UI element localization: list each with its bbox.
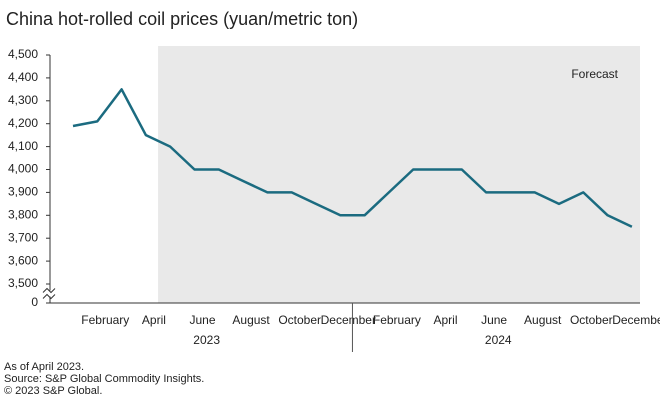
axis-break	[42, 287, 56, 294]
y-tick-label: 3,800	[8, 207, 38, 221]
y-tick-label: 4,000	[8, 162, 38, 176]
forecast-region	[158, 46, 641, 303]
series-line	[72, 88, 633, 228]
x-tick-label: April	[142, 313, 166, 327]
y-tick-label: 4,300	[8, 93, 38, 107]
axis-break-gap	[42, 290, 58, 297]
x-tick-label: June	[481, 313, 507, 327]
footnote: As of April 2023.	[4, 361, 84, 373]
y-tick-label: 4,500	[8, 47, 38, 61]
y-tick-label: 3,700	[8, 230, 38, 244]
footnote: © 2023 S&P Global.	[4, 385, 102, 397]
x-tick-label: April	[433, 313, 457, 327]
y-tick-label: 3,600	[8, 253, 38, 267]
y-tick-label: 4,200	[8, 116, 38, 130]
year-label: 2024	[485, 333, 512, 347]
x-tick-label: February	[373, 313, 421, 327]
x-tick-label: December	[612, 313, 660, 327]
x-tick-label: June	[189, 313, 215, 327]
forecast-label: Forecast	[571, 67, 618, 81]
x-tick-label: October	[278, 313, 321, 327]
x-tick-label: August	[232, 313, 270, 327]
y-tick-label: 3,900	[8, 185, 38, 199]
x-tick-label: August	[524, 313, 562, 327]
year-label: 2023	[193, 333, 220, 347]
x-tick-label: February	[81, 313, 129, 327]
x-tick-label: December	[321, 313, 376, 327]
y-tick-label: 4,400	[8, 70, 38, 84]
axis-break	[42, 293, 56, 300]
y-tick-label: 0	[31, 295, 38, 309]
y-tick-label: 3,500	[8, 276, 38, 290]
y-tick-label: 4,100	[8, 139, 38, 153]
chart-title: China hot-rolled coil prices (yuan/metri…	[6, 9, 358, 29]
footnote: Source: S&P Global Commodity Insights.	[4, 373, 204, 385]
x-tick-label: October	[570, 313, 613, 327]
